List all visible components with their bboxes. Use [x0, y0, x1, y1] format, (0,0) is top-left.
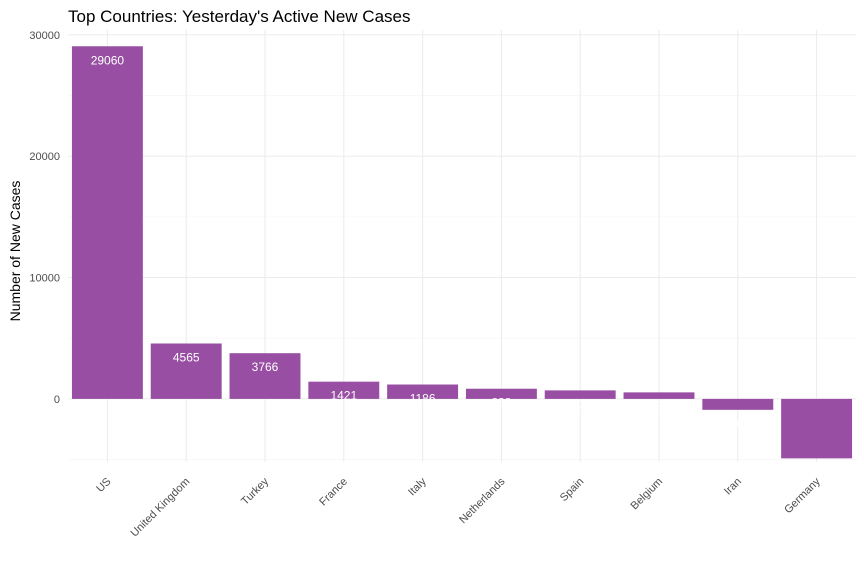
data-label: -900 [726, 417, 750, 431]
data-label: 538 [649, 399, 669, 413]
x-tick-label: United Kingdom [128, 476, 192, 540]
data-label: 3766 [252, 360, 279, 374]
x-tick-label: Germany [782, 475, 823, 516]
bar-us [71, 46, 143, 399]
y-axis-label: Number of New Cases [7, 181, 23, 322]
x-tick-label: Spain [558, 476, 586, 504]
x-tick-label: Belgium [629, 476, 666, 513]
data-label: 1421 [330, 389, 357, 403]
x-tick-label: France [317, 476, 350, 509]
data-label: 4565 [173, 351, 200, 365]
x-tick-label: Iran [722, 476, 744, 498]
bar-germany [781, 398, 853, 459]
data-label: 1186 [410, 392, 436, 406]
y-tick-label: 20000 [29, 151, 60, 163]
bar-iran [702, 398, 774, 410]
bar-spain [544, 390, 616, 399]
x-tick-label: Italy [406, 475, 429, 498]
bar-united-kingdom [150, 343, 222, 399]
bar-turkey [229, 353, 301, 399]
data-label: -4900 [801, 465, 832, 479]
bar-belgium [623, 392, 695, 399]
x-tick-label: Netherlands [457, 475, 508, 526]
bars [71, 46, 853, 459]
y-axis-ticks: 0 10000 20000 30000 [29, 30, 60, 406]
chart-title: Top Countries: Yesterday's Active New Ca… [68, 7, 410, 26]
data-label: 838 [491, 396, 511, 410]
x-tick-label: US [94, 476, 113, 495]
y-tick-label: 0 [54, 394, 60, 406]
y-tick-label: 10000 [29, 273, 60, 285]
data-label: 29060 [91, 53, 125, 67]
x-tick-label: Turkey [239, 475, 271, 507]
y-tick-label: 30000 [29, 30, 60, 42]
bar-italy [387, 384, 459, 399]
bar-france [308, 381, 380, 399]
data-label: 702 [570, 397, 590, 411]
data-labels: 29060 4565 3766 1421 1186 838 702 538 -900 -4900 [91, 53, 833, 479]
x-axis-ticks: US United Kingdom Turkey France Italy Netherl… [94, 475, 823, 539]
bar-netherlands [465, 388, 537, 399]
